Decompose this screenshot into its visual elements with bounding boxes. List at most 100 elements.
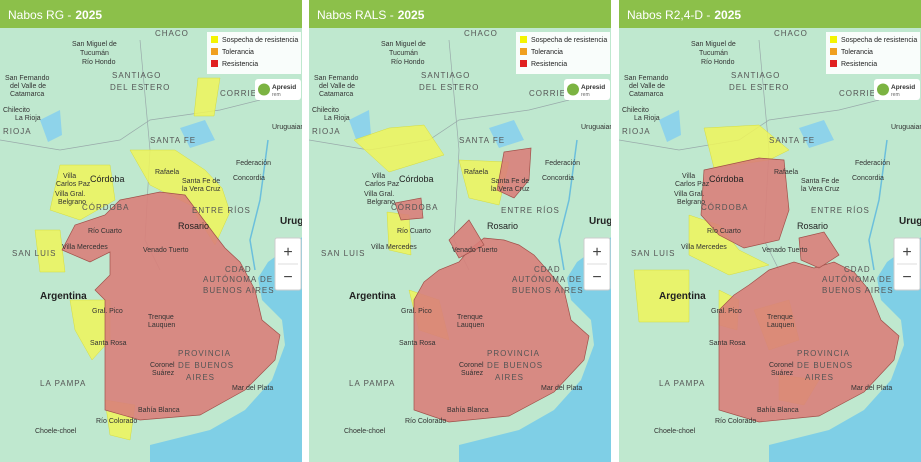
zoom-out[interactable]: − xyxy=(283,269,292,286)
header-bar xyxy=(309,0,611,28)
map-label: Coronel xyxy=(150,362,175,369)
legend-box xyxy=(207,32,301,74)
map-label: Tucumán xyxy=(80,50,109,57)
lake xyxy=(349,110,371,142)
legend-label: Sospecha de resistencia xyxy=(531,37,607,44)
map-label: Concordia xyxy=(852,175,884,182)
map-label: Venado Tuerto xyxy=(452,247,498,254)
map-label: San Miguel de xyxy=(381,41,426,48)
map-label: la Vera Cruz xyxy=(182,186,221,193)
panel-title-name: Nabos RALS - xyxy=(317,8,394,22)
map-label: La Rioja xyxy=(324,115,350,122)
map-label: CDAD xyxy=(534,265,561,274)
header-bar xyxy=(619,0,921,28)
map-label: Chilecito xyxy=(3,107,30,114)
panel-title-year: 2025 xyxy=(714,8,741,22)
map-label: Mar del Plata xyxy=(851,385,892,392)
region-resistance xyxy=(700,157,790,249)
map-label: Catamarca xyxy=(629,91,663,98)
map-label: Trenque xyxy=(767,314,793,321)
map-label: Suárez xyxy=(152,370,175,377)
map-label: ENTRE RÍOS xyxy=(192,206,251,215)
region-suspect xyxy=(633,269,690,323)
map-label: Santa Rosa xyxy=(399,340,436,347)
region-suspect xyxy=(458,159,510,206)
map-label: AUTÓNOMA DE xyxy=(822,275,892,284)
zoom-out[interactable]: − xyxy=(592,269,601,286)
map-label: Lauquen xyxy=(148,322,175,329)
map-label: Suárez xyxy=(461,370,484,377)
map-label: CÓRDOBA xyxy=(82,203,129,212)
map-label: Uruguay xyxy=(899,216,921,227)
map-label: Río Hondo xyxy=(391,59,425,66)
map-label: Concordia xyxy=(542,175,574,182)
legend-label: Tolerancia xyxy=(531,49,563,56)
panel-title-name: Nabos R2,4-D - xyxy=(627,8,710,22)
panel-title-year: 2025 xyxy=(398,8,425,22)
map-label: Choele-choel xyxy=(344,428,386,435)
map-label: Federación xyxy=(545,160,580,167)
map-label: Santa Fe de xyxy=(491,178,529,185)
lake xyxy=(489,120,524,148)
map-label: PROVINCIA xyxy=(797,349,850,358)
map-label: la Vera Cruz xyxy=(801,186,840,193)
region-suspect xyxy=(193,77,221,117)
map-label: AUTÓNOMA DE xyxy=(203,275,273,284)
map-label: Catamarca xyxy=(10,91,44,98)
map-label: Federación xyxy=(236,160,271,167)
panel-title: Nabos RALS - 2025 xyxy=(317,8,425,22)
map-label: Concordia xyxy=(233,175,265,182)
logo-sub: rem xyxy=(581,92,590,98)
map-label: Belgrano xyxy=(367,199,395,206)
logo-name: Apresid xyxy=(581,84,605,91)
map-label: SANTIAGO xyxy=(731,71,780,80)
map-label: Villa xyxy=(372,173,385,180)
region-resistance xyxy=(718,261,900,423)
map-label: Lauquen xyxy=(457,322,484,329)
map-panel: San Miguel de Tucumán CHACO SANTIAGO DEL EST… xyxy=(619,0,921,462)
zoom-in[interactable]: + xyxy=(283,244,292,261)
map-label: Rosario xyxy=(178,221,209,231)
map-label: Rafaela xyxy=(464,169,488,176)
map-label: San Miguel de xyxy=(72,41,117,48)
map-label: BUENOS AIRES xyxy=(822,286,894,295)
zoom-out[interactable]: − xyxy=(902,269,911,286)
map-label: ENTRE RÍOS xyxy=(501,206,560,215)
map-label: LA PAMPA xyxy=(659,379,705,388)
lake xyxy=(40,110,62,142)
map-label: AIRES xyxy=(186,373,215,382)
river xyxy=(868,139,888,271)
map-label: Uruguay xyxy=(589,216,630,227)
map-label: Argentina xyxy=(659,291,706,302)
map-label: Río Hondo xyxy=(701,59,735,66)
map-label: Gral. Pico xyxy=(711,308,742,315)
logo-name: Apresid xyxy=(272,84,296,91)
map-label: del Valle de xyxy=(319,83,355,90)
region-suspect xyxy=(49,164,116,221)
map-label: CHACO xyxy=(155,29,189,38)
logo-icon xyxy=(258,83,270,96)
legend-label: Resistencia xyxy=(531,61,567,68)
zoom-in[interactable]: + xyxy=(592,244,601,261)
map-label: AUTÓNOMA DE xyxy=(512,275,582,284)
map-label: San Miguel de xyxy=(691,41,736,48)
river xyxy=(558,139,578,271)
map-label: Venado Tuerto xyxy=(143,247,189,254)
map-label: Argentina xyxy=(349,291,396,302)
map-label: Villa xyxy=(63,173,76,180)
map-label: la Vera Cruz xyxy=(491,186,530,193)
map-label: Venado Tuerto xyxy=(762,247,808,254)
legend-box xyxy=(826,32,920,74)
map-panel: San Miguel de Tucumán CHACO SANTIAGO DEL EST… xyxy=(0,0,302,462)
map-label: Chilecito xyxy=(312,107,339,114)
map-label: Choele-choel xyxy=(35,428,77,435)
map-label: CHACO xyxy=(774,29,808,38)
map-label: CDAD xyxy=(844,265,871,274)
map-label: Santa Fe de xyxy=(801,178,839,185)
map-label: SAN LUIS xyxy=(631,249,675,258)
zoom-in[interactable]: + xyxy=(902,244,911,261)
map-label: SANTA FE xyxy=(459,136,505,145)
map-label: Coronel xyxy=(769,362,794,369)
map-label: Gral. Pico xyxy=(401,308,432,315)
map-label: Trenque xyxy=(148,314,174,321)
